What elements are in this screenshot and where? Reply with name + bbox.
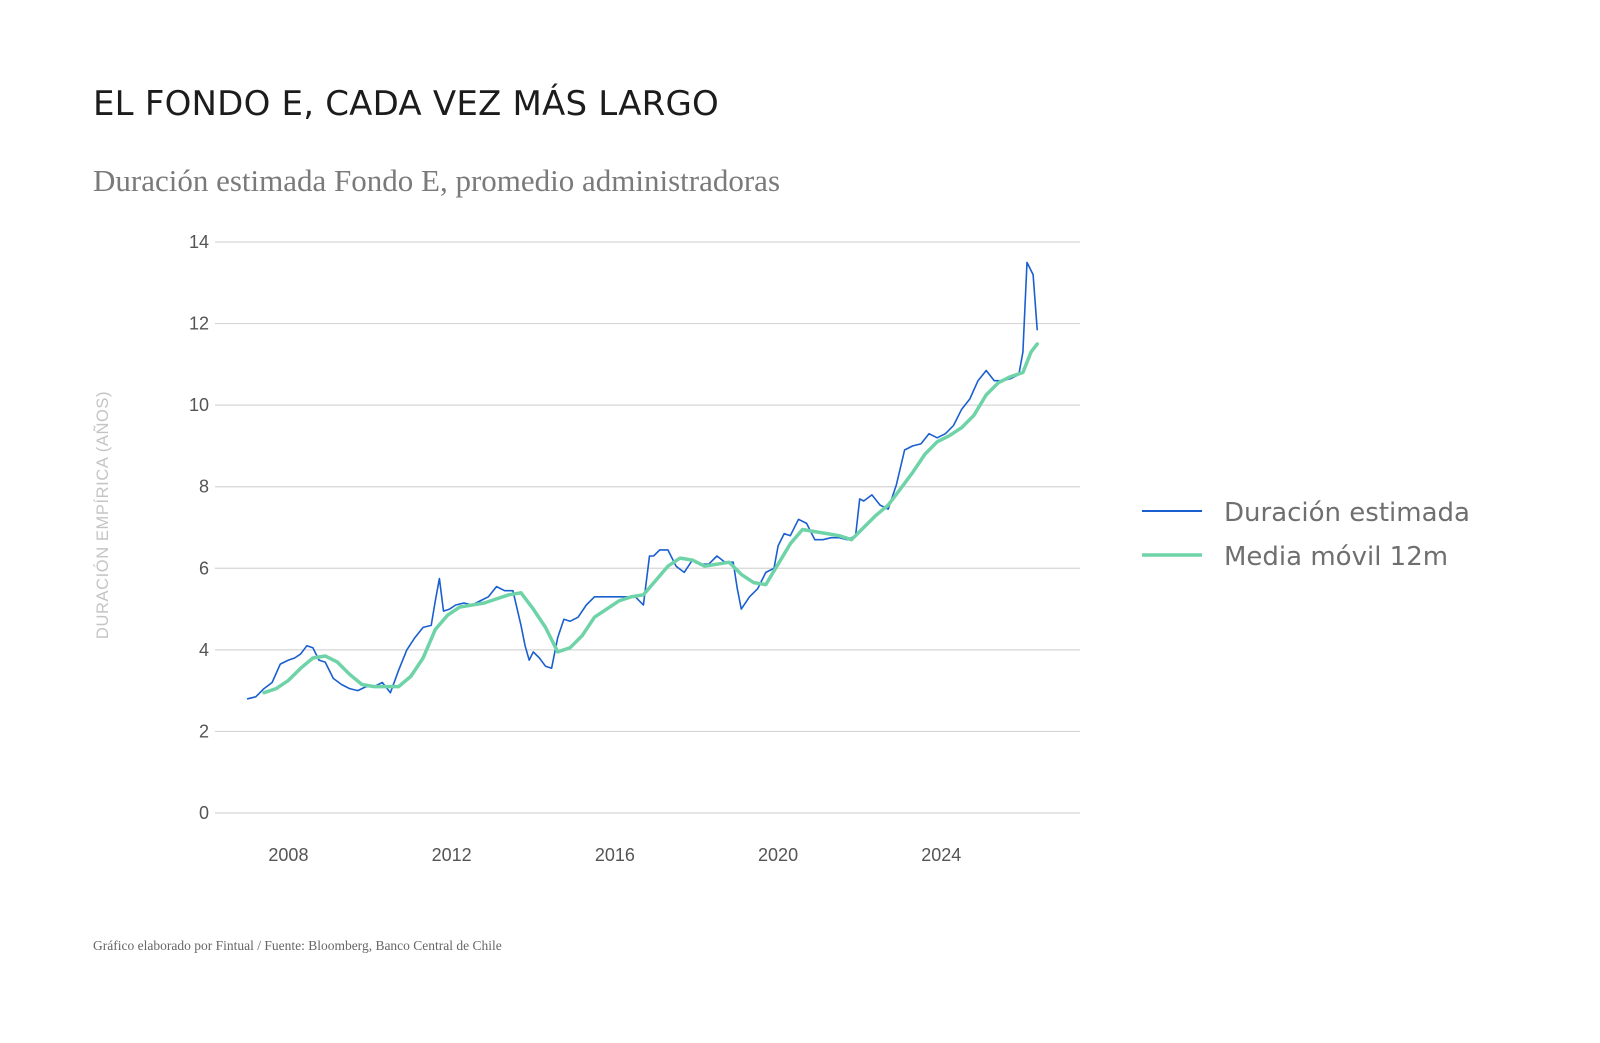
y-tick-label: 2 (199, 721, 209, 741)
x-axis-ticks: 2008 2012 2016 2020 2024 (268, 845, 961, 865)
series-line-duracion-estimada (246, 261, 1038, 700)
y-tick-label: 12 (189, 314, 209, 334)
grid-lines (215, 241, 1080, 814)
y-tick-label: 6 (199, 558, 209, 578)
y-tick-label: 4 (199, 640, 209, 660)
x-tick-label: 2012 (432, 845, 472, 865)
chart-subtitle: Duración estimada Fondo E, promedio admi… (93, 163, 781, 198)
x-tick-label: 2008 (268, 845, 308, 865)
series-line-media-movil (262, 342, 1039, 695)
x-tick-label: 2024 (921, 845, 961, 865)
source-note: Gráfico elaborado por Fintual / Fuente: … (93, 938, 502, 953)
series-lines (246, 261, 1039, 700)
x-tick-label: 2016 (595, 845, 635, 865)
y-tick-label: 14 (189, 232, 209, 252)
legend-label-media: Media móvil 12m (1224, 542, 1448, 572)
y-axis-label: DURACIÓN EMPÍRICA (AÑOS) (92, 391, 112, 639)
y-axis-ticks: 0 2 4 6 8 10 12 14 (189, 232, 209, 823)
legend-label-estimada: Duración estimada (1224, 498, 1470, 528)
y-tick-label: 0 (199, 803, 209, 823)
x-tick-label: 2020 (758, 845, 798, 865)
y-tick-label: 10 (189, 395, 209, 415)
chart-title: EL FONDO E, CADA VEZ MÁS LARGO (93, 84, 720, 124)
legend: Duración estimada Media móvil 12m (1142, 498, 1470, 572)
y-tick-label: 8 (199, 477, 209, 497)
